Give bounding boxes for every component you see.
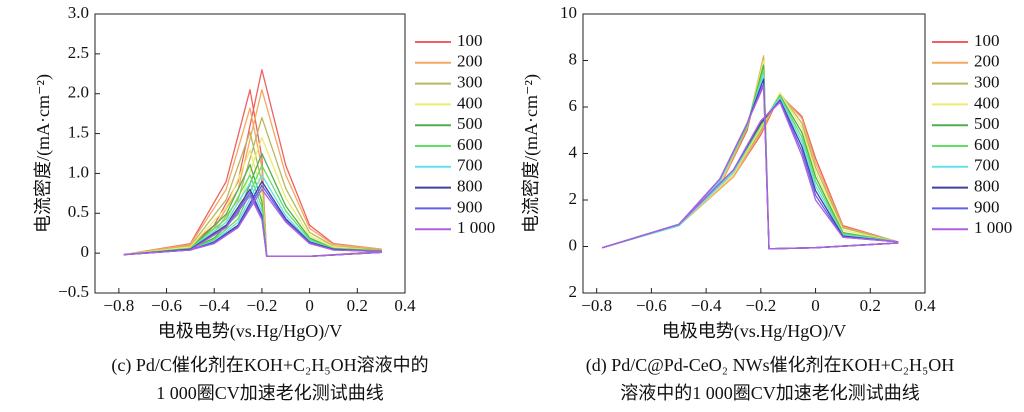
- y-tick-label: 10: [560, 3, 577, 22]
- legend-label: 900: [974, 197, 1000, 216]
- legend-label: 500: [974, 114, 1000, 133]
- legend-label: 700: [974, 156, 1000, 175]
- cv-curve: [123, 69, 382, 257]
- legend-label: 700: [457, 156, 483, 175]
- y-tick-label: 2: [569, 282, 578, 301]
- legend-label: 400: [974, 93, 1000, 112]
- x-tick-label: 0: [811, 296, 820, 315]
- caption: (c) Pd/C催化剂在KOH+C₂H₅OH溶液中的: [111, 355, 428, 376]
- caption: 溶液中的1 000圈CV加速老化测试曲线: [620, 383, 920, 403]
- x-axis-label: 电极电势(vs.Hg/HgO)/V: [662, 321, 847, 342]
- x-tick-label: −0.8: [103, 296, 134, 315]
- x-tick-label: 0.2: [860, 296, 881, 315]
- legend-label: 300: [457, 73, 483, 92]
- legend-label: 1 000: [457, 218, 495, 237]
- x-tick-label: −0.2: [247, 296, 278, 315]
- x-tick-label: 0: [305, 296, 314, 315]
- y-tick-label: 1.0: [68, 162, 89, 181]
- caption: 1 000圈CV加速老化测试曲线: [156, 383, 384, 403]
- legend-label: 600: [457, 135, 483, 154]
- y-tick-label: 0.5: [68, 202, 89, 221]
- legend-label: 1 000: [974, 218, 1012, 237]
- x-tick-label: −0.6: [636, 296, 667, 315]
- legend-label: 800: [457, 177, 483, 196]
- cv-curve: [602, 78, 899, 250]
- x-tick-label: −0.2: [745, 296, 776, 315]
- cv-curve: [602, 69, 899, 250]
- caption: (d) Pd/C@Pd-CeO₂ NWs催化剂在KOH+C₂H₅OH: [586, 355, 955, 376]
- x-tick-label: −0.8: [581, 296, 612, 315]
- plot-frame: [582, 13, 926, 294]
- y-tick-label: 8: [569, 49, 578, 68]
- legend-label: 100: [974, 31, 1000, 50]
- y-tick-label: 0: [569, 235, 578, 254]
- plot-frame: [94, 13, 406, 294]
- legend-label: 300: [974, 73, 1000, 92]
- y-axis-label: 电流密度/(mA·cm⁻²): [521, 74, 542, 233]
- legend-label: 500: [457, 114, 483, 133]
- y-tick-label: 6: [569, 96, 578, 115]
- cv-curve: [602, 85, 899, 250]
- y-tick-label: 2.5: [68, 43, 89, 62]
- x-tick-label: 0.2: [347, 296, 368, 315]
- y-tick-label: 3.0: [68, 3, 89, 22]
- cv-curve: [123, 89, 382, 257]
- cv-curve: [602, 57, 899, 250]
- x-tick-label: −0.4: [199, 296, 230, 315]
- cv-curve: [602, 73, 899, 250]
- y-tick-label: 4: [569, 142, 578, 161]
- y-tick-label: 0: [81, 242, 90, 261]
- y-axis-label: 电流密度/(mA·cm⁻²): [33, 74, 54, 233]
- y-tick-label: 2: [569, 189, 578, 208]
- cv-curve: [123, 188, 382, 257]
- cv-curve: [602, 83, 899, 250]
- x-axis-label: 电极电势(vs.Hg/HgO)/V: [158, 321, 343, 342]
- legend-label: 900: [457, 197, 483, 216]
- x-tick-label: −0.6: [151, 296, 182, 315]
- x-tick-label: 0.4: [394, 296, 416, 315]
- legend-label: 800: [974, 177, 1000, 196]
- legend-label: 200: [974, 52, 1000, 71]
- cv-curve: [602, 59, 899, 250]
- y-tick-label: 2.0: [68, 83, 89, 102]
- cv-curve: [602, 59, 899, 250]
- x-tick-label: 0.4: [914, 296, 936, 315]
- y-tick-label: −0.5: [58, 282, 89, 301]
- legend-label: 200: [457, 52, 483, 71]
- legend-label: 600: [974, 135, 1000, 154]
- cv-curve: [602, 64, 899, 250]
- legend-label: 100: [457, 31, 483, 50]
- x-tick-label: −0.4: [691, 296, 722, 315]
- y-tick-label: 1.5: [68, 122, 89, 141]
- legend-label: 400: [457, 93, 483, 112]
